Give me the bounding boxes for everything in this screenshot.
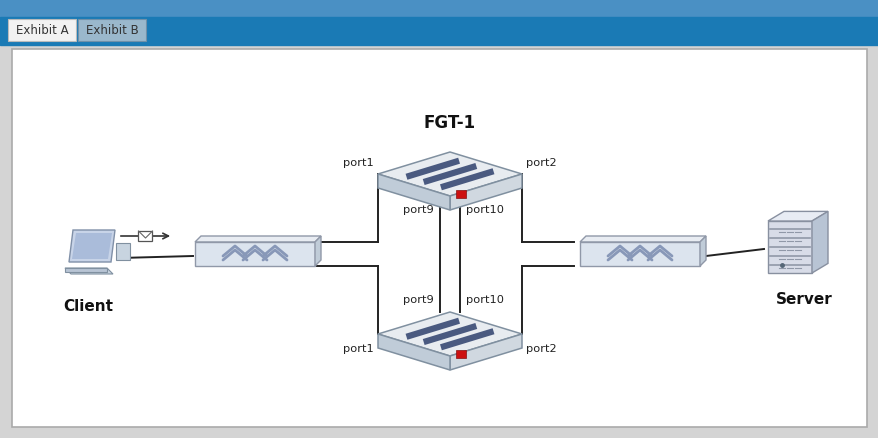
Polygon shape — [65, 268, 113, 274]
Polygon shape — [378, 175, 450, 211]
Bar — [0, 0, 878, 18]
Polygon shape — [378, 153, 522, 197]
Text: FGT-1: FGT-1 — [423, 114, 476, 132]
Polygon shape — [579, 243, 699, 266]
Text: Exhibit B: Exhibit B — [85, 25, 138, 37]
Polygon shape — [314, 237, 320, 266]
Bar — [0, 18, 878, 46]
Polygon shape — [378, 312, 522, 356]
Bar — [456, 191, 465, 199]
Polygon shape — [72, 233, 112, 259]
Polygon shape — [65, 268, 107, 272]
Text: port2: port2 — [525, 343, 556, 353]
Polygon shape — [195, 237, 320, 243]
Polygon shape — [378, 334, 450, 370]
Text: port1: port1 — [343, 343, 373, 353]
Bar — [8, 20, 76, 42]
Text: port9: port9 — [403, 205, 434, 215]
Text: port1: port1 — [343, 158, 373, 168]
Bar — [767, 222, 811, 273]
Polygon shape — [767, 212, 827, 222]
Polygon shape — [579, 237, 705, 243]
Text: Exhibit A: Exhibit A — [16, 25, 68, 37]
Bar — [116, 244, 130, 261]
Polygon shape — [195, 243, 314, 266]
Bar — [456, 350, 465, 358]
Text: port10: port10 — [465, 205, 503, 215]
Polygon shape — [811, 212, 827, 273]
Text: port10: port10 — [465, 294, 503, 304]
Polygon shape — [450, 175, 522, 211]
FancyBboxPatch shape — [12, 50, 866, 427]
Bar — [78, 20, 146, 42]
Text: port2: port2 — [525, 158, 556, 168]
Polygon shape — [68, 230, 115, 262]
Text: Client: Client — [63, 299, 113, 314]
Polygon shape — [450, 334, 522, 370]
Text: Server: Server — [774, 292, 831, 307]
Polygon shape — [699, 237, 705, 266]
Text: port9: port9 — [403, 294, 434, 304]
Bar — [139, 231, 152, 241]
